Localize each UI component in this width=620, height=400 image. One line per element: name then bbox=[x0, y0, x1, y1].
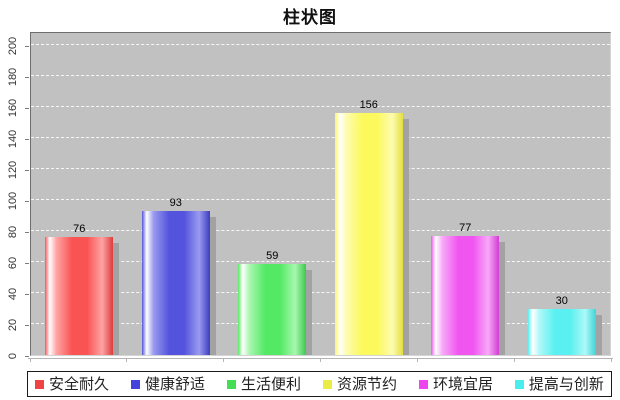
legend-swatch bbox=[35, 379, 44, 389]
gridline bbox=[31, 75, 610, 76]
y-axis-tick bbox=[25, 138, 29, 140]
bar bbox=[431, 235, 500, 355]
legend-item: 环境宜居 bbox=[418, 375, 493, 393]
bar-slot: 59 bbox=[224, 33, 321, 355]
y-axis-tick bbox=[25, 262, 29, 264]
y-axis-tick bbox=[25, 293, 29, 295]
legend-item: 安全耐久 bbox=[35, 377, 109, 392]
y-tick-label: 0 bbox=[7, 352, 19, 360]
gridline bbox=[31, 168, 610, 169]
bar bbox=[45, 237, 114, 355]
y-axis-tick bbox=[25, 76, 29, 78]
bar-slot: 76 bbox=[31, 33, 128, 355]
y-tick-label: 40 bbox=[7, 287, 19, 301]
x-axis-tick bbox=[610, 358, 612, 362]
legend-item-label: 提高与创新 bbox=[528, 375, 604, 393]
gridline bbox=[31, 323, 610, 324]
y-axis-tick bbox=[25, 231, 29, 233]
legend-swatch bbox=[514, 379, 524, 389]
y-tick-label: 100 bbox=[7, 191, 19, 211]
legend-box: 安全耐久 健康舒适 生活便利 资源节约 环境宜居 提高与创新 bbox=[27, 371, 612, 397]
y-tick-label: 120 bbox=[7, 160, 19, 180]
legend-swatch bbox=[226, 379, 236, 389]
gridline bbox=[31, 230, 610, 231]
bar-slot: 77 bbox=[417, 33, 514, 355]
bar-value-label: 156 bbox=[359, 99, 378, 112]
legend-item-label: 生活便利 bbox=[240, 375, 301, 393]
y-tick-label: 80 bbox=[7, 225, 19, 239]
y-tick-label: 20 bbox=[7, 318, 19, 332]
bar-value-label: 77 bbox=[459, 221, 472, 234]
y-tick-label: 60 bbox=[7, 256, 19, 270]
bars-layer: 76 93 59 156 77 30 bbox=[31, 33, 610, 355]
legend-item-label: 安全耐久 bbox=[49, 375, 110, 393]
bar-value-label: 76 bbox=[73, 223, 86, 236]
legend-swatch bbox=[130, 379, 140, 389]
gridline bbox=[31, 44, 610, 45]
x-axis-tick bbox=[223, 358, 225, 362]
x-axis-tick bbox=[513, 358, 515, 362]
plot-area: 76 93 59 156 77 30 bbox=[30, 32, 611, 356]
gridline bbox=[31, 199, 610, 200]
y-axis-tick bbox=[25, 200, 29, 202]
y-axis-tick bbox=[25, 107, 29, 109]
y-axis-tick bbox=[25, 355, 29, 357]
x-axis-tick bbox=[29, 358, 31, 362]
y-tick-label: 200 bbox=[7, 36, 19, 56]
legend-item-label: 健康舒适 bbox=[144, 375, 205, 393]
bar bbox=[238, 263, 307, 355]
gridline bbox=[31, 292, 610, 293]
bar bbox=[334, 113, 403, 355]
legend-item-label: 环境宜居 bbox=[432, 375, 493, 393]
bar bbox=[141, 210, 210, 355]
x-axis-tick bbox=[416, 358, 418, 362]
bar-value-label: 59 bbox=[266, 249, 279, 262]
gridline bbox=[31, 261, 610, 262]
gridline bbox=[31, 137, 610, 138]
x-axis-tick bbox=[126, 358, 128, 362]
bar-slot: 93 bbox=[128, 33, 225, 355]
chart-title: 柱状图 bbox=[283, 8, 337, 27]
y-axis-tick bbox=[25, 169, 29, 171]
x-axis-tick bbox=[320, 358, 321, 362]
bar-slot: 156 bbox=[321, 33, 418, 355]
legend-item: 提高与创新 bbox=[514, 375, 604, 393]
bar-value-label: 93 bbox=[169, 196, 182, 209]
y-axis-tick bbox=[25, 45, 29, 47]
bar-slot: 30 bbox=[514, 33, 611, 355]
y-tick-label: 160 bbox=[7, 98, 19, 118]
bar bbox=[527, 308, 596, 355]
y-tick-label: 140 bbox=[7, 129, 19, 149]
y-axis-tick bbox=[25, 324, 29, 326]
y-tick-label: 180 bbox=[7, 67, 19, 87]
legend-swatch bbox=[322, 379, 332, 389]
bar-value-label: 30 bbox=[555, 294, 568, 307]
legend-item: 健康舒适 bbox=[130, 375, 205, 393]
legend-item: 生活便利 bbox=[226, 375, 301, 393]
gridline bbox=[31, 106, 610, 107]
legend-swatch bbox=[418, 379, 428, 389]
legend-item: 资源节约 bbox=[322, 375, 397, 393]
legend-item-label: 资源节约 bbox=[336, 375, 397, 393]
